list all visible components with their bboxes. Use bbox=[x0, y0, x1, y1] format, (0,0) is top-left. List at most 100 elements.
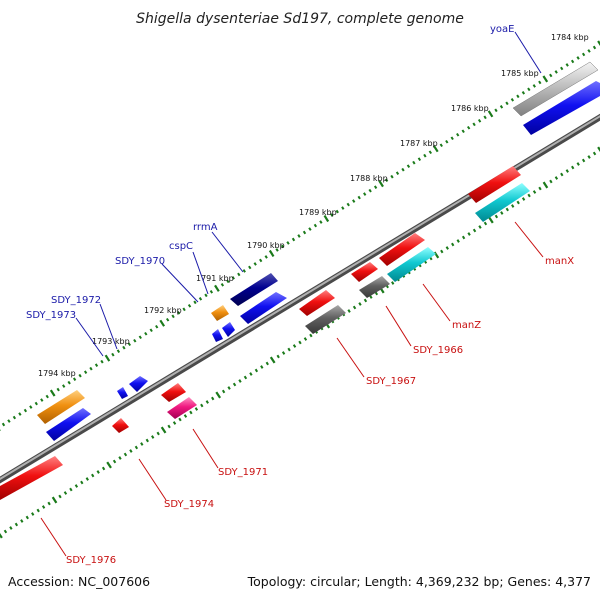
ruler-tick bbox=[268, 249, 275, 257]
gene-manZ-upper[interactable] bbox=[379, 233, 425, 266]
ruler-tick bbox=[45, 394, 49, 399]
ruler-tick bbox=[461, 129, 465, 134]
ruler-tick bbox=[101, 466, 106, 471]
ruler-tick bbox=[571, 165, 575, 170]
gene-SDY_1967-upper[interactable] bbox=[299, 290, 335, 316]
ruler-tick bbox=[417, 157, 422, 162]
ruler-tick bbox=[286, 241, 290, 245]
ruler-tick bbox=[187, 304, 192, 308]
gene-SDY_1972[interactable] bbox=[129, 376, 148, 392]
ruler-tick bbox=[34, 401, 38, 406]
ruler-tick bbox=[374, 291, 379, 296]
ruler-tick bbox=[155, 324, 159, 329]
ruler-tick bbox=[554, 176, 559, 180]
gene-manZ[interactable] bbox=[387, 247, 436, 282]
label-SDY_1976[interactable]: SDY_1976 bbox=[66, 555, 116, 566]
tick-label-1786: 1786 kbp bbox=[451, 104, 489, 113]
ruler-tick bbox=[237, 272, 241, 277]
label-rrmA[interactable]: rrmA bbox=[193, 222, 218, 233]
ruler-tick bbox=[428, 150, 433, 155]
ruler-tick bbox=[373, 185, 378, 189]
ruler-tick bbox=[100, 359, 104, 364]
gene-yoaE-neighbor[interactable] bbox=[523, 81, 600, 135]
gene-SDY_1966-upper[interactable] bbox=[351, 262, 378, 282]
ruler-tick bbox=[171, 314, 175, 319]
ruler-tick bbox=[358, 302, 362, 306]
ruler-tick bbox=[466, 125, 471, 130]
ruler-tick bbox=[516, 94, 520, 99]
label-SDY_1974[interactable]: SDY_1974 bbox=[164, 499, 214, 510]
gene-manX-partner[interactable] bbox=[475, 183, 530, 222]
gene-SDY_1966[interactable] bbox=[359, 276, 390, 298]
ruler-tick bbox=[576, 162, 580, 166]
label-cspC[interactable]: cspC bbox=[169, 241, 193, 252]
ruler-tick bbox=[194, 407, 199, 411]
tick-label-1787: 1787 kbp bbox=[400, 139, 438, 148]
gene-SDY_1970[interactable] bbox=[212, 322, 235, 342]
ruler-tick bbox=[211, 396, 215, 401]
ruler-tick bbox=[505, 101, 509, 106]
label-SDY_1971[interactable]: SDY_1971 bbox=[218, 467, 268, 478]
label-SDY_1973[interactable]: SDY_1973 bbox=[26, 310, 76, 321]
label-manZ[interactable]: manZ bbox=[452, 320, 481, 331]
label-yoaE[interactable]: yoaE bbox=[490, 24, 514, 35]
ruler-tick bbox=[390, 174, 394, 179]
ruler-tick bbox=[494, 108, 498, 113]
gene-SDY_1971-upper[interactable] bbox=[161, 383, 186, 402]
ruler-tick bbox=[63, 491, 68, 495]
ruler-tick bbox=[231, 276, 235, 280]
ruler-tick bbox=[269, 356, 276, 364]
ruler-tick bbox=[104, 354, 111, 362]
ruler-tick bbox=[9, 526, 13, 530]
ruler-tick bbox=[549, 73, 553, 78]
ruler-tick bbox=[172, 421, 177, 425]
ruler-tick bbox=[238, 379, 242, 383]
ruler-tick bbox=[450, 136, 454, 141]
ruler-tick bbox=[432, 145, 439, 153]
ruler-tick bbox=[472, 122, 476, 127]
gene-SDY_1974[interactable] bbox=[112, 418, 129, 433]
gene-cspC[interactable] bbox=[211, 305, 229, 321]
gene-rrmA-neighbor[interactable] bbox=[240, 292, 287, 324]
ruler-tick bbox=[29, 405, 33, 409]
ruler-tick bbox=[12, 415, 17, 420]
ruler-tick bbox=[423, 153, 427, 158]
gene-blue-left[interactable] bbox=[46, 408, 91, 441]
ruler-tick bbox=[91, 473, 95, 478]
ruler-tick bbox=[112, 459, 117, 464]
gene-rrmA[interactable] bbox=[230, 273, 278, 306]
ruler-tick bbox=[445, 139, 449, 144]
ruler-tick bbox=[23, 408, 28, 413]
gene-yoaE[interactable] bbox=[512, 61, 599, 117]
ruler-tick bbox=[527, 87, 531, 92]
label-SDY_1972[interactable]: SDY_1972 bbox=[51, 295, 101, 306]
ruler-tick bbox=[565, 63, 569, 67]
ruler-tick bbox=[308, 227, 312, 231]
ruler-tick bbox=[292, 344, 297, 348]
ruler-tick bbox=[116, 349, 121, 354]
gene-SDY_1973[interactable] bbox=[117, 387, 128, 399]
gene-orange-left[interactable] bbox=[37, 390, 85, 424]
gene-SDY_1967[interactable] bbox=[305, 305, 346, 334]
ruler-tick bbox=[3, 529, 8, 534]
ruler-tick bbox=[144, 331, 148, 336]
gene-manX[interactable] bbox=[468, 166, 521, 203]
ruler-tick bbox=[587, 49, 591, 53]
label-SDY_1967[interactable]: SDY_1967 bbox=[366, 376, 416, 387]
label-SDY_1970[interactable]: SDY_1970 bbox=[115, 256, 165, 267]
gene-SDY_1976[interactable] bbox=[0, 456, 63, 500]
leader-lines-red bbox=[40, 221, 544, 557]
ruler-tick bbox=[89, 366, 93, 371]
ruler-tick bbox=[205, 400, 209, 404]
ruler-tick bbox=[249, 372, 253, 376]
ruler-tick bbox=[581, 52, 586, 57]
label-manX[interactable]: manX bbox=[545, 256, 574, 267]
ruler-tick bbox=[494, 214, 499, 219]
label-SDY_1966[interactable]: SDY_1966 bbox=[413, 345, 463, 356]
ruler-tick bbox=[133, 338, 137, 343]
ruler-tick bbox=[215, 391, 222, 399]
gene-SDY_1971[interactable] bbox=[167, 397, 197, 419]
ruler-tick bbox=[346, 202, 350, 207]
genome-title: Shigella dysenteriae Sd197, complete gen… bbox=[136, 11, 464, 27]
tick-label-1791: 1791 kbp bbox=[196, 274, 234, 283]
